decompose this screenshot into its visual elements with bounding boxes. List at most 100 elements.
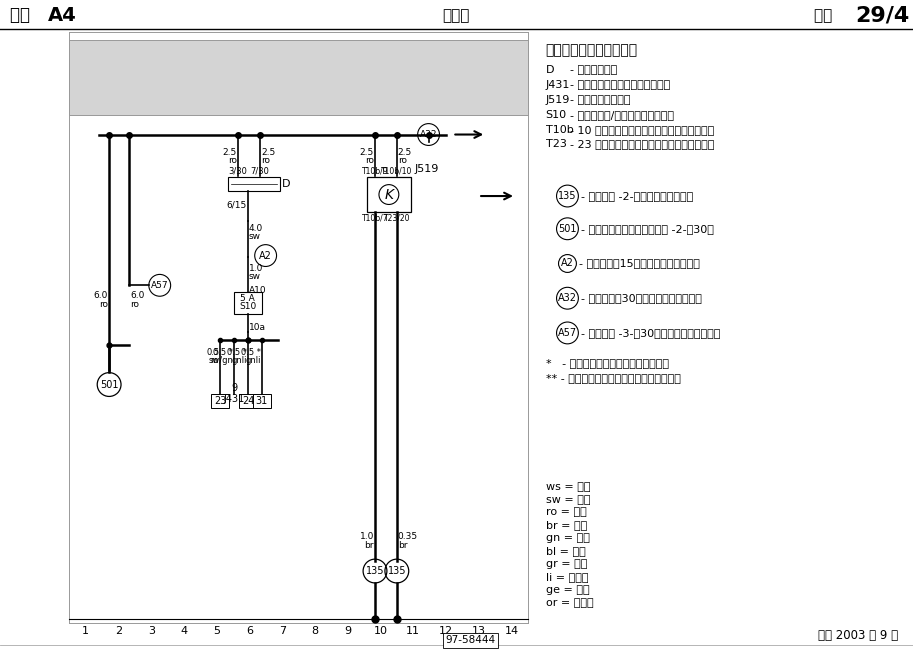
Bar — [69, 40, 528, 115]
Text: T23/20: T23/20 — [383, 214, 410, 223]
Text: 23: 23 — [214, 396, 226, 406]
Text: T23: T23 — [545, 139, 566, 150]
Text: J519: J519 — [545, 95, 570, 105]
Text: 0.5: 0.5 — [206, 348, 219, 357]
Text: ge = 黄色: ge = 黄色 — [545, 585, 589, 595]
Text: 9: 9 — [231, 383, 237, 393]
Text: 奥迪: 奥迪 — [10, 7, 35, 25]
Text: br: br — [397, 541, 407, 549]
FancyBboxPatch shape — [211, 395, 229, 408]
Text: 1: 1 — [82, 626, 89, 635]
Text: 5 A: 5 A — [240, 294, 255, 303]
Text: - 大灯光线水平调整装置控制单元: - 大灯光线水平调整装置控制单元 — [570, 80, 670, 90]
Text: T10b/10: T10b/10 — [380, 167, 412, 176]
Text: 12: 12 — [438, 626, 452, 635]
Text: 7: 7 — [278, 626, 286, 635]
Text: 11: 11 — [406, 626, 420, 635]
Text: 6.0: 6.0 — [130, 291, 144, 299]
Text: 3/30: 3/30 — [229, 167, 247, 176]
Text: 6.0: 6.0 — [94, 291, 108, 299]
Text: - 车载电网控制单元: - 车载电网控制单元 — [570, 95, 630, 105]
Text: br = 棕色: br = 棕色 — [545, 520, 586, 531]
Text: br: br — [364, 541, 374, 549]
Text: 31: 31 — [255, 396, 267, 406]
Text: K: K — [384, 187, 393, 202]
Text: - 继电器板板/保险丝架内的保险丝: - 继电器板板/保险丝架内的保险丝 — [570, 109, 674, 120]
Text: 5: 5 — [213, 626, 220, 635]
Text: 版本 2003 年 9 月: 版本 2003 年 9 月 — [817, 629, 897, 642]
Text: ro = 红色: ro = 红色 — [545, 508, 585, 518]
Text: 2.5: 2.5 — [397, 148, 412, 157]
Text: A57: A57 — [557, 328, 576, 338]
FancyBboxPatch shape — [233, 292, 261, 314]
Text: 6/15: 6/15 — [226, 201, 246, 210]
Text: 0.35: 0.35 — [397, 532, 417, 541]
Text: or = 桔黄色: or = 桔黄色 — [545, 598, 593, 608]
Text: 135: 135 — [387, 566, 405, 576]
Text: A2: A2 — [561, 258, 573, 268]
Text: - 正极连接 -3-（30），在仪表板导线束中: - 正极连接 -3-（30），在仪表板导线束中 — [581, 328, 720, 338]
Text: 1.0: 1.0 — [248, 264, 263, 273]
FancyBboxPatch shape — [239, 395, 256, 408]
Text: A2: A2 — [259, 251, 272, 260]
Text: 3: 3 — [148, 626, 154, 635]
Text: 10: 10 — [373, 626, 387, 635]
FancyBboxPatch shape — [253, 395, 270, 408]
Text: - 23 芯黑色插头连接，在车载电网控制单元上: - 23 芯黑色插头连接，在车载电网控制单元上 — [570, 139, 714, 150]
Text: 135: 135 — [366, 566, 384, 576]
Text: A32: A32 — [419, 130, 437, 139]
Text: 29/4: 29/4 — [855, 5, 908, 25]
Text: gnli: gnli — [232, 356, 247, 365]
Text: 501: 501 — [558, 224, 576, 234]
Text: *   - 仅用于带大灯光线水平调整的汽车: * - 仅用于带大灯光线水平调整的汽车 — [545, 357, 668, 368]
Text: 6: 6 — [245, 626, 253, 635]
Text: bl = 蓝色: bl = 蓝色 — [545, 546, 584, 556]
FancyBboxPatch shape — [228, 177, 279, 191]
Text: ** - 仅用于带自动大灯光线水平调整的汽车: ** - 仅用于带自动大灯光线水平调整的汽车 — [545, 372, 680, 383]
Text: 8: 8 — [312, 626, 318, 635]
Text: A4: A4 — [48, 6, 76, 25]
Text: ro: ro — [261, 156, 269, 165]
FancyBboxPatch shape — [367, 177, 410, 212]
Text: ro: ro — [130, 299, 139, 309]
Text: 供电，车载电网控制单元: 供电，车载电网控制单元 — [545, 43, 637, 57]
Text: - 正极连接（30），在仪表板导线束中: - 正极连接（30），在仪表板导线束中 — [581, 293, 701, 303]
Text: - 点火起动开关: - 点火起动开关 — [570, 65, 617, 75]
Text: 2.5: 2.5 — [261, 148, 275, 157]
Text: 10a: 10a — [248, 324, 266, 333]
Text: ro: ro — [397, 156, 406, 165]
Text: 2: 2 — [115, 626, 122, 635]
Text: li = 淡紫色: li = 淡紫色 — [545, 572, 587, 582]
Text: A10: A10 — [248, 286, 267, 295]
Text: 4.0: 4.0 — [248, 225, 263, 233]
Text: J431: J431 — [223, 395, 244, 404]
Text: ro: ro — [228, 156, 237, 165]
Text: 2.5: 2.5 — [359, 148, 374, 157]
Text: sw: sw — [248, 232, 260, 242]
Text: - 接地连接 -2-，在仪表板导线束中: - 接地连接 -2-，在仪表板导线束中 — [581, 191, 693, 201]
Text: 1.0: 1.0 — [359, 532, 374, 541]
Text: ro: ro — [210, 356, 219, 365]
Text: T10b/7: T10b/7 — [361, 214, 388, 223]
Text: - 10 芯黑色插头连接，在车载电网控制单元上: - 10 芯黑色插头连接，在车载电网控制单元上 — [570, 124, 714, 135]
Text: 0.5 *: 0.5 * — [213, 348, 233, 357]
Text: 7/30: 7/30 — [250, 167, 269, 176]
Text: 135: 135 — [558, 191, 576, 201]
Text: 9: 9 — [344, 626, 351, 635]
Text: 0.5 *: 0.5 * — [241, 348, 261, 357]
Text: gnli: gnli — [245, 356, 261, 365]
Text: sw: sw — [248, 272, 260, 281]
Text: S10: S10 — [545, 109, 566, 120]
Text: 编号: 编号 — [812, 8, 835, 23]
Text: 13: 13 — [471, 626, 485, 635]
Text: D: D — [545, 65, 553, 75]
Text: sw/gn: sw/gn — [208, 356, 233, 365]
Text: 501: 501 — [100, 380, 119, 389]
Text: 14: 14 — [504, 626, 518, 635]
Text: 24: 24 — [242, 396, 254, 406]
Text: gr = 灰色: gr = 灰色 — [545, 559, 586, 569]
Text: 97-58444: 97-58444 — [445, 635, 494, 646]
Text: ro: ro — [99, 299, 108, 309]
Text: 0.5 *: 0.5 * — [227, 348, 247, 357]
Text: A57: A57 — [151, 281, 168, 290]
